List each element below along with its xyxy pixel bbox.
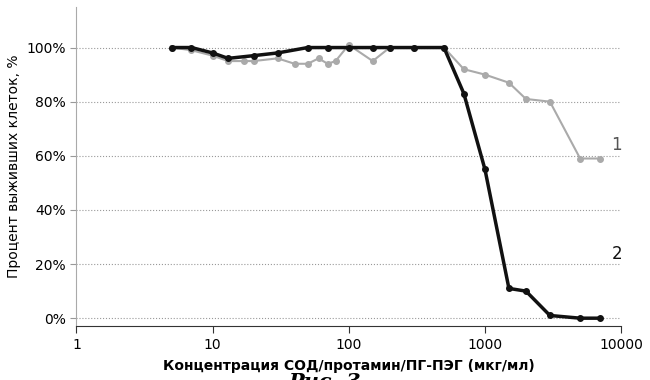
Y-axis label: Процент выживших клеток, %: Процент выживших клеток, %: [7, 55, 21, 279]
Text: Рис. 3: Рис. 3: [289, 372, 361, 380]
Text: 1: 1: [612, 136, 622, 154]
Text: 2: 2: [612, 245, 622, 263]
X-axis label: Концентрация СОД/протамин/ПГ-ПЭГ (мкг/мл): Концентрация СОД/протамин/ПГ-ПЭГ (мкг/мл…: [163, 359, 535, 373]
